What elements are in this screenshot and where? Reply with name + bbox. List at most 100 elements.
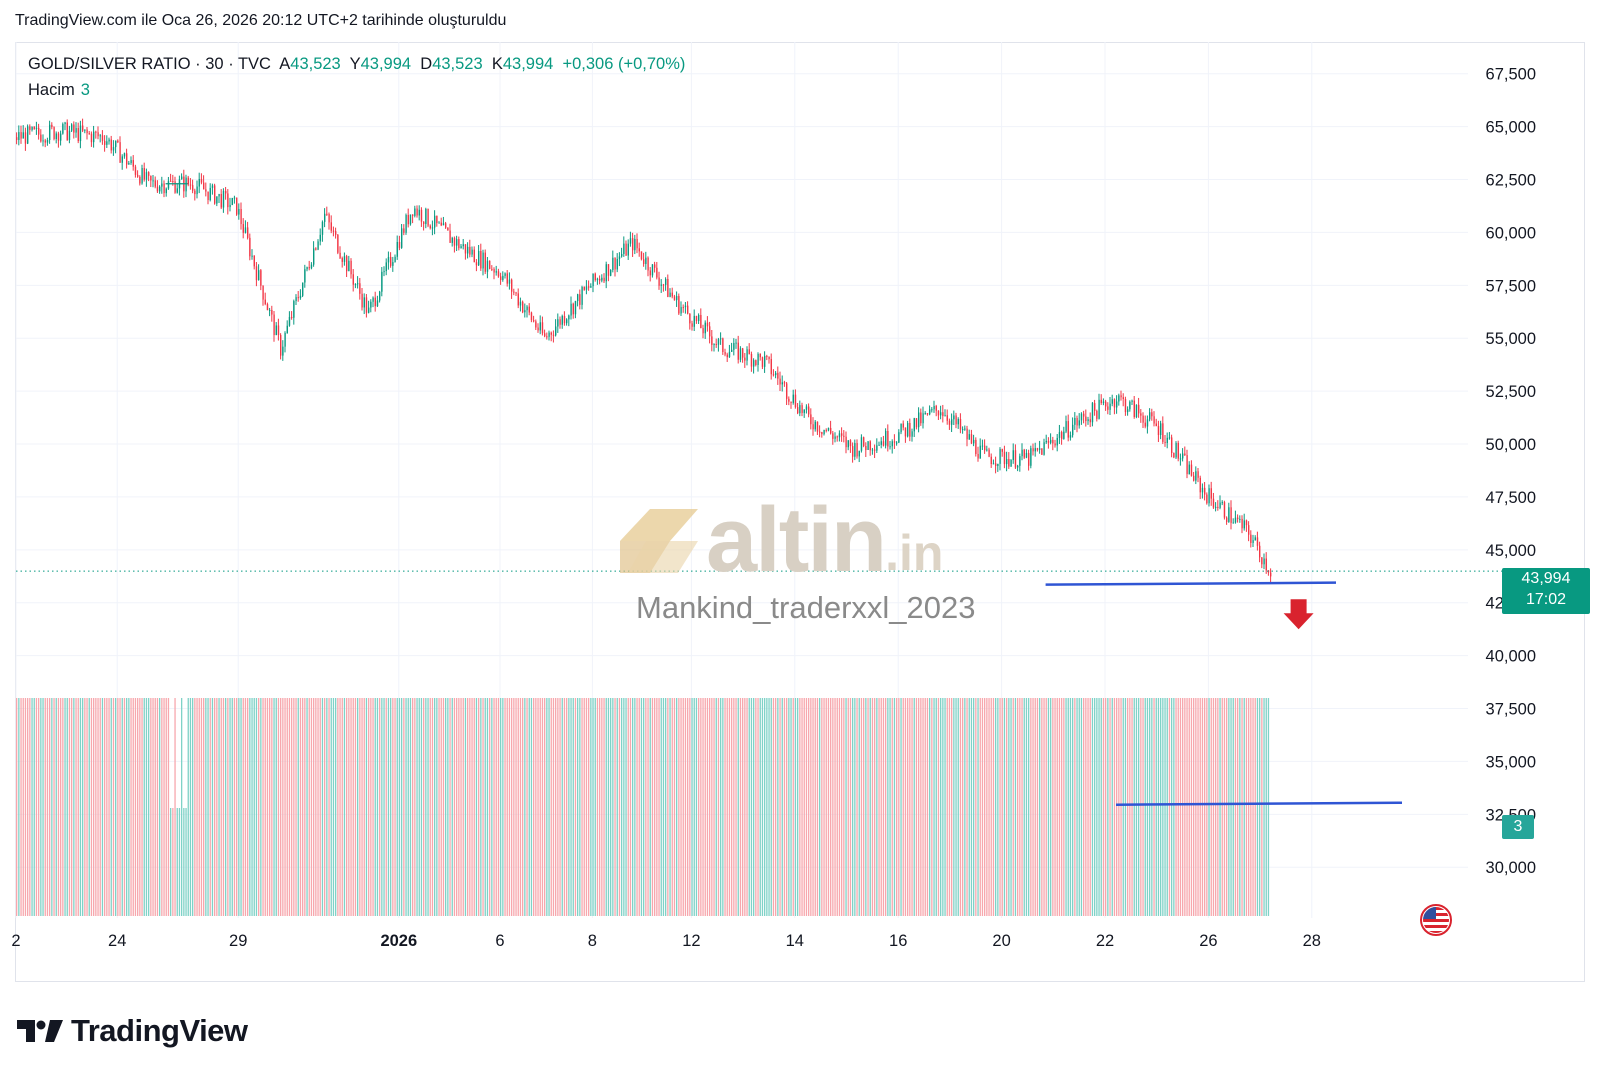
candle-body [577,294,579,302]
candle-body [196,186,198,195]
candle-body [737,342,739,360]
candle-body [365,297,368,313]
candle-body [372,297,374,302]
volume-bar [214,698,216,916]
volume-bar [101,698,104,916]
candle-body [165,188,167,194]
volume-bar [484,698,486,916]
volume-bar [156,698,159,916]
volume-bar [1197,698,1199,916]
candle-body [794,394,797,408]
volume-bar [1098,698,1100,916]
candle-body [599,278,601,281]
candle-body [200,178,203,183]
candle-body [40,134,42,142]
tradingview-logo[interactable]: TradingView [17,1013,248,1049]
candle-body [1144,422,1146,427]
volume-bar [412,698,414,916]
last-price-value: 43,994 [1521,570,1571,587]
symbol-name[interactable]: GOLD/SILVER RATIO · 30 · TVC [28,55,271,73]
candle-body [504,273,506,276]
candle-body [1166,437,1168,443]
volume-bar [876,698,878,916]
candle-body [592,273,594,287]
volume-bar [577,698,579,916]
candle-body [1201,487,1204,493]
candle-body [310,264,313,269]
volume-bar [669,698,671,916]
volume-bar [1184,698,1186,916]
volume-bar [119,698,121,916]
volume-bar [926,698,929,916]
candle-body [1151,412,1153,417]
volume-bar [803,698,805,916]
candle-body [409,214,412,225]
volume-bar [297,698,299,916]
candle-body [748,349,750,354]
volume-bar [29,698,31,916]
candle-body [266,304,269,311]
volume-bar [394,698,396,916]
volume-bar [93,698,95,916]
volume-bar [1025,698,1028,916]
volume-bar [511,698,513,916]
candle-body [148,172,150,176]
volume-bar [1032,698,1034,916]
volume-bar [931,698,933,916]
candle-body [480,250,482,269]
last-volume-tag: 3 [1502,815,1534,839]
candle-body [561,316,563,325]
candle-body [645,257,647,265]
candle-body [772,374,775,376]
candle-body [500,276,502,280]
candle-body [810,414,812,425]
candle-body [71,124,73,131]
candle-body [768,356,770,360]
volume-bar [623,698,625,916]
candle-body [20,132,22,139]
candle-body [486,260,489,272]
candle-body [264,299,266,305]
candle-body [546,336,548,338]
candle-body [684,305,687,308]
volume-bar [702,698,704,916]
volume-bar [88,698,90,916]
candle-body [1243,520,1245,529]
candle-body [627,243,629,256]
candle-body [618,256,621,259]
volume-bar [1265,698,1267,916]
candle-body [918,412,920,428]
volume-bar [1028,698,1030,916]
altin-watermark: altin .in [610,488,943,593]
candle-body [968,434,970,440]
volume-bar [933,698,935,916]
candle-body [1140,413,1142,416]
candle-body [354,283,357,285]
candle-body [288,316,291,326]
volume-bar [330,698,332,916]
volume-bar [271,698,273,916]
us-flag-icon[interactable] [1420,904,1452,936]
volume-bars [16,698,1270,916]
candle-body [761,357,764,367]
candle-body [31,127,33,130]
volume-bar [533,698,535,916]
candle-body [495,271,497,273]
volume-bar [1105,698,1107,916]
volume-bar [414,698,416,916]
candle-body [680,307,682,314]
candle-body [1109,403,1111,410]
candle-body [777,372,779,379]
candle-body [86,129,88,134]
volume-bar [236,698,238,916]
candle-body [662,284,665,286]
candle-body [671,292,673,297]
volume-bar [610,698,612,916]
candle-body [1127,409,1129,413]
volume-bar [568,698,570,916]
volume-bar [31,698,33,916]
volume-bar [291,698,293,916]
volume-bar [183,808,185,916]
volume-label[interactable]: Hacim [28,81,75,99]
